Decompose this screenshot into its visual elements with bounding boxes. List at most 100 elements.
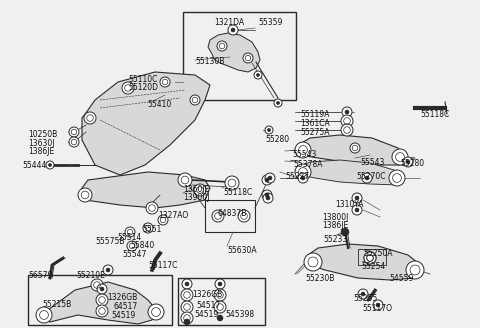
Text: 55227: 55227 <box>285 172 309 181</box>
Circle shape <box>214 289 226 301</box>
Circle shape <box>243 53 253 63</box>
Text: 55275A: 55275A <box>300 128 329 137</box>
Text: 55444: 55444 <box>22 161 47 170</box>
Circle shape <box>214 301 226 313</box>
Circle shape <box>376 303 380 307</box>
Circle shape <box>100 287 104 291</box>
Circle shape <box>267 128 271 132</box>
Circle shape <box>78 188 92 202</box>
Circle shape <box>181 289 193 301</box>
Circle shape <box>263 193 273 203</box>
Circle shape <box>36 307 52 323</box>
Text: 55210E: 55210E <box>76 271 105 280</box>
Text: 55280: 55280 <box>400 159 424 168</box>
Circle shape <box>265 178 269 182</box>
Circle shape <box>184 319 190 325</box>
Circle shape <box>265 193 269 197</box>
Circle shape <box>389 170 405 186</box>
Circle shape <box>185 282 189 286</box>
Polygon shape <box>80 172 210 208</box>
Text: 55410: 55410 <box>147 100 171 109</box>
Text: 1321DA: 1321DA <box>214 18 244 27</box>
Text: 13800J: 13800J <box>322 213 348 222</box>
Circle shape <box>217 315 223 321</box>
Circle shape <box>218 282 222 286</box>
Text: 55255: 55255 <box>353 294 377 303</box>
Circle shape <box>365 176 369 180</box>
Bar <box>28 275 172 325</box>
Text: 1310YA: 1310YA <box>335 200 363 209</box>
Polygon shape <box>82 72 210 175</box>
Text: 55270C: 55270C <box>356 172 385 181</box>
Circle shape <box>148 304 164 320</box>
Text: 55575B: 55575B <box>95 237 124 246</box>
Circle shape <box>215 279 225 289</box>
Circle shape <box>103 265 113 275</box>
Circle shape <box>91 279 103 291</box>
Polygon shape <box>295 135 405 165</box>
Text: 55280: 55280 <box>265 135 289 144</box>
Circle shape <box>350 143 360 153</box>
Circle shape <box>96 294 108 306</box>
Text: 55543: 55543 <box>360 158 384 167</box>
Circle shape <box>181 301 193 313</box>
Text: 1386JE: 1386JE <box>28 147 54 156</box>
Circle shape <box>295 142 311 158</box>
Text: 55118C: 55118C <box>420 110 449 119</box>
Circle shape <box>238 210 250 222</box>
Circle shape <box>295 164 311 180</box>
Circle shape <box>256 73 260 77</box>
Circle shape <box>254 71 262 79</box>
Text: 54519: 54519 <box>111 311 135 320</box>
Circle shape <box>355 196 359 200</box>
Circle shape <box>143 223 153 233</box>
Text: 55359: 55359 <box>258 18 282 27</box>
Circle shape <box>342 107 352 117</box>
Circle shape <box>96 305 108 317</box>
Circle shape <box>262 190 272 200</box>
Text: 1386JE: 1386JE <box>322 221 348 230</box>
Text: 55130B: 55130B <box>195 57 224 66</box>
Text: 54519: 54519 <box>194 310 218 319</box>
Polygon shape <box>295 160 400 185</box>
Polygon shape <box>42 282 158 324</box>
Bar <box>178 278 265 325</box>
Text: 5551: 5551 <box>142 225 161 234</box>
Bar <box>358 249 386 265</box>
Circle shape <box>146 202 158 214</box>
Text: 13630J: 13630J <box>28 139 55 148</box>
Circle shape <box>361 292 365 296</box>
Text: 55547: 55547 <box>122 250 146 259</box>
Circle shape <box>352 193 362 203</box>
Text: 545398: 545398 <box>225 310 254 319</box>
Text: 13900J: 13900J <box>183 193 209 202</box>
Circle shape <box>84 112 96 124</box>
Circle shape <box>392 149 408 165</box>
Text: 64517: 64517 <box>113 302 137 311</box>
Text: 55120D: 55120D <box>128 83 158 92</box>
Text: 54517: 54517 <box>196 301 220 310</box>
Circle shape <box>304 253 322 271</box>
Circle shape <box>160 77 170 87</box>
Circle shape <box>181 312 193 324</box>
Text: 55215B: 55215B <box>42 300 71 309</box>
Circle shape <box>274 99 282 107</box>
Polygon shape <box>305 244 420 280</box>
Circle shape <box>276 101 279 105</box>
Circle shape <box>125 227 135 237</box>
Circle shape <box>231 28 235 32</box>
Text: 55119A: 55119A <box>300 110 329 119</box>
Text: 55250A: 55250A <box>363 249 393 258</box>
Circle shape <box>406 160 410 164</box>
Circle shape <box>228 25 238 35</box>
Circle shape <box>190 95 200 105</box>
Circle shape <box>262 175 272 185</box>
Circle shape <box>266 196 270 200</box>
Circle shape <box>69 127 79 137</box>
Circle shape <box>127 241 137 251</box>
Text: 56579: 56579 <box>28 271 52 280</box>
Circle shape <box>301 176 305 180</box>
Circle shape <box>182 279 192 289</box>
Circle shape <box>364 252 376 264</box>
Circle shape <box>268 176 272 180</box>
